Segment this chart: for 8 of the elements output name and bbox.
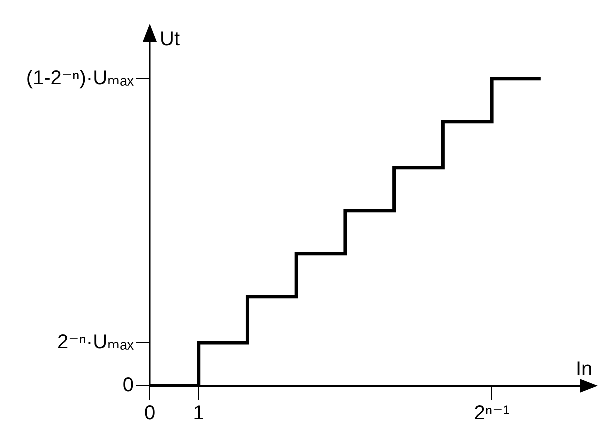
y-axis-title: Ut <box>160 28 180 51</box>
x-axis-title: In <box>576 358 593 381</box>
text: (1-2⁻ⁿ)·Uₘₐₓ <box>26 67 134 90</box>
text: 0 <box>122 374 134 397</box>
x-tick-label: 2ⁿ⁻¹ <box>474 402 510 425</box>
text: 2⁻ⁿ·Uₘₐₓ <box>57 332 134 354</box>
x-tick-label: 1 <box>193 402 204 425</box>
x-tick-label: 0 <box>144 402 156 425</box>
